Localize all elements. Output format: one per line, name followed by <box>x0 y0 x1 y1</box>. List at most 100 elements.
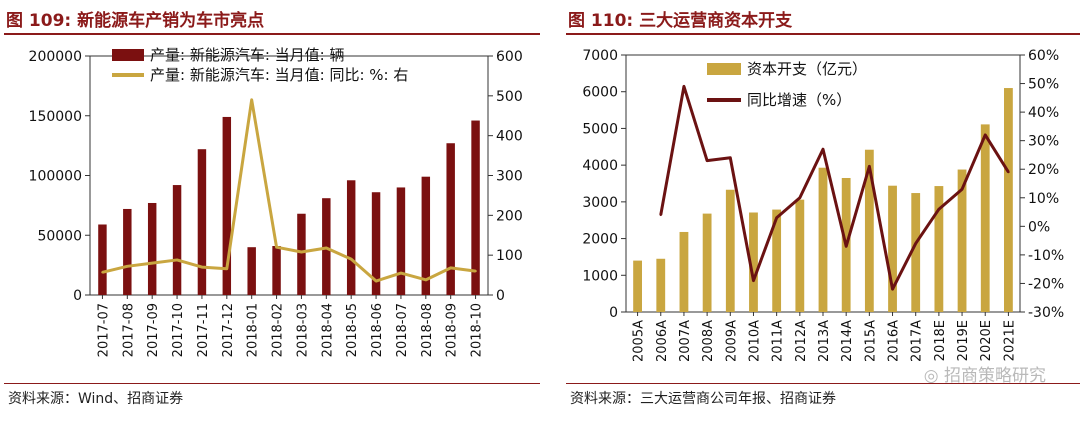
left-axis-tick-label: 2000 <box>582 232 618 248</box>
bar <box>147 202 157 295</box>
watermark-text: 招商策略研究 <box>944 366 1046 386</box>
line-series <box>659 84 1010 291</box>
legend-label-line: 产量: 新能源汽车: 当月值: 同比: %: 右 <box>150 66 408 84</box>
x-axis-tick-label: 2017A <box>910 320 925 362</box>
line-point <box>775 216 778 219</box>
left-axis-tick-label: 0 <box>609 305 618 321</box>
line-point <box>984 133 987 137</box>
line-point <box>449 266 452 270</box>
line-point <box>844 245 848 248</box>
x-axis-tick-label: 2007A <box>678 320 693 362</box>
x-axis-tick-label: 2021E <box>1002 320 1017 361</box>
left-axis-tick-label: 50000 <box>37 228 82 244</box>
left-axis-tick-label: 0 <box>73 288 82 304</box>
x-axis-tick-label: 2008A <box>701 320 716 362</box>
line-point <box>399 271 403 275</box>
x-axis-tick-label: 2017-10 <box>171 303 186 357</box>
right-axis-tick-label: 500 <box>496 89 523 105</box>
bar <box>297 213 306 295</box>
x-axis-tick-label: 2018-03 <box>295 303 310 357</box>
x-axis-tick-label: 2010A <box>747 320 762 362</box>
line-point <box>474 269 477 273</box>
line-point <box>682 85 686 88</box>
legend-swatch-bar <box>112 49 144 61</box>
bar <box>421 176 431 295</box>
bar <box>679 231 689 312</box>
line-point <box>175 258 179 262</box>
right-axis-tick-label: 100 <box>496 248 523 264</box>
left-axis-tick-label: 150000 <box>29 109 82 125</box>
x-axis-tick-label: 2018-07 <box>395 303 410 357</box>
wechat-watermark: ◎ 招商策略研究 <box>924 361 1046 386</box>
x-axis-tick-label: 2017-09 <box>146 303 161 357</box>
line-point <box>705 159 709 162</box>
line-point <box>126 265 129 268</box>
bar <box>446 143 455 295</box>
bar <box>980 124 990 312</box>
right-axis-tick-label: 40% <box>1028 105 1059 121</box>
line-point <box>101 271 104 274</box>
right-axis-tick-label: 600 <box>496 49 523 65</box>
left-source-note: 资料来源：Wind、招商证券 <box>8 391 184 407</box>
bar <box>957 169 967 312</box>
right-axis-tick-label: 60% <box>1028 48 1059 64</box>
left-axis-tick-label: 1000 <box>582 268 618 284</box>
bar <box>346 180 356 295</box>
bar <box>864 149 874 312</box>
bar <box>749 212 758 312</box>
legend-label-line: 同比增速（%） <box>747 91 851 109</box>
wechat-icon: ◎ <box>923 366 944 386</box>
right-figure: 图 110: 三大运营商资本开支 0 1000 2000 3000 4000 5000 60… <box>562 0 1080 421</box>
left-figure-title: 图 109: 新能源车产销为车市亮点 <box>6 11 265 31</box>
legend-label-bar: 产量: 新能源汽车: 当月值: 辆 <box>150 46 344 64</box>
bar <box>222 116 232 295</box>
left-axis-tick-label: 200000 <box>29 49 82 65</box>
bar <box>371 192 381 295</box>
x-axis-tick-label: 2018-08 <box>420 303 435 357</box>
line-point <box>821 148 825 151</box>
bar <box>772 209 782 312</box>
x-axis-tick-label: 2018E <box>933 320 948 361</box>
x-axis-tick-label: 2016A <box>887 320 902 362</box>
left-chart: 0 50000 100000 150000 200000 0 100 200 300 400 500… <box>29 46 523 357</box>
x-axis-tick-label: 2018-10 <box>470 303 485 357</box>
bar <box>934 186 944 312</box>
x-axis-tick-label: 2018-02 <box>271 303 286 357</box>
line-point <box>424 278 428 282</box>
line-point <box>250 98 253 102</box>
bar <box>818 167 828 312</box>
left-axis-tick-label: 4000 <box>582 158 618 174</box>
line-point <box>798 196 802 199</box>
line-point <box>225 267 229 270</box>
bar <box>888 185 897 312</box>
x-axis-tick-label: 2017-07 <box>96 303 111 357</box>
right-axis-tick-label: 20% <box>1028 162 1059 178</box>
bar <box>656 258 666 312</box>
bar <box>172 185 182 295</box>
right-axis-tick-label: 0% <box>1028 219 1050 235</box>
right-source-rule <box>566 383 1080 384</box>
line-point <box>374 279 378 283</box>
x-axis-tick-label: 2009A <box>724 320 739 362</box>
right-axis-tick-label: -20% <box>1028 276 1064 292</box>
x-axis-tick-label: 2015A <box>863 320 878 362</box>
right-axis-tick-label: 50% <box>1028 77 1059 93</box>
right-axis-tick-label: -10% <box>1028 248 1064 264</box>
x-axis-tick-label: 2020E <box>979 320 994 361</box>
left-figure: 图 109: 新能源车产销为车市亮点 0 50000 100000 150000 200… <box>4 11 540 407</box>
x-axis-tick-label: 2017-12 <box>221 303 236 357</box>
line-point <box>300 250 303 254</box>
line-point <box>1007 170 1010 174</box>
x-axis-tick-label: 2013A <box>817 320 832 362</box>
right-source-note: 资料来源：三大运营商公司年报、招商证券 <box>570 391 836 407</box>
bar <box>98 224 107 295</box>
bar <box>725 189 735 312</box>
left-axis-tick-label: 3000 <box>582 195 618 211</box>
right-chart: 0 1000 2000 3000 4000 5000 6000 7000 -30% -20% -10… <box>582 48 1064 362</box>
line-point <box>868 165 871 168</box>
right-axis-tick-label: 30% <box>1028 134 1059 150</box>
line-point <box>891 287 894 291</box>
right-axis-tick-label: 10% <box>1028 191 1059 207</box>
bar <box>396 187 406 295</box>
right-figure-title: 图 110: 三大运营商资本开支 <box>568 11 793 31</box>
